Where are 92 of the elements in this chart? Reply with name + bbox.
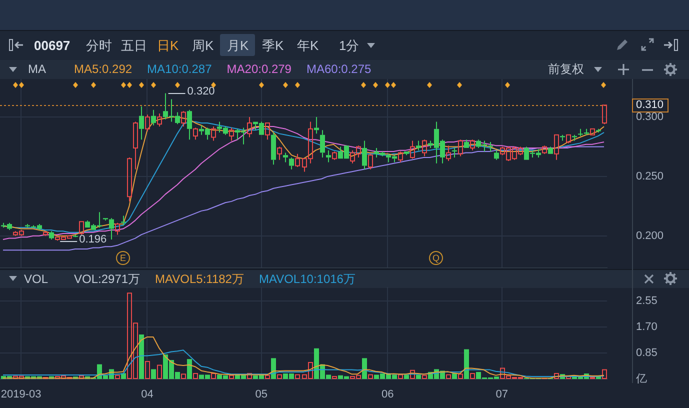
candlestick [247, 116, 252, 138]
annotation: 0.196 [79, 234, 107, 246]
bar [446, 374, 451, 379]
bar [410, 370, 415, 379]
bar [271, 358, 276, 379]
candlestick [283, 152, 288, 163]
letter-badge-icon: Q [429, 251, 443, 265]
y-tick-label: 1.70 [636, 320, 658, 333]
x-tick-label: 05 [255, 388, 268, 401]
bar [157, 364, 162, 379]
annotation: 0.320 [187, 86, 215, 98]
y-tick-label: 0.310 [636, 99, 664, 112]
candlestick [187, 109, 192, 140]
candlestick [464, 139, 469, 148]
text: 日K [157, 38, 179, 53]
text: 00697 [34, 38, 70, 53]
y-tick-label: 0.200 [636, 230, 664, 242]
candlestick [416, 140, 421, 151]
candlestick [151, 109, 156, 126]
bar [265, 374, 270, 379]
candlestick [320, 130, 325, 158]
x-tick-label: 06 [382, 388, 394, 401]
bar [145, 361, 150, 379]
candlestick [422, 139, 427, 157]
candlestick [326, 150, 331, 163]
bar [247, 372, 252, 379]
bar [452, 373, 457, 379]
bar [193, 372, 198, 379]
bar [554, 372, 559, 379]
y-tick-label: 亿 [635, 373, 647, 386]
legend-title: MA [28, 62, 46, 77]
bar [470, 372, 475, 379]
text: MA10:0.287 [147, 62, 212, 77]
bar [398, 374, 403, 379]
bar [332, 376, 337, 379]
text: MAVOL10:1016万 [258, 272, 356, 287]
candlestick [109, 218, 114, 240]
candlestick [289, 156, 294, 170]
text: 年K [297, 38, 319, 53]
legend-title: VOL [24, 272, 48, 287]
candlestick [49, 230, 54, 240]
text: 五日 [121, 38, 147, 53]
x-tick-label: 07 [496, 388, 508, 401]
candlestick [271, 132, 276, 166]
text: 月K [227, 38, 249, 53]
bar [139, 334, 144, 379]
bar [151, 369, 156, 379]
bar [368, 374, 373, 379]
bar [115, 374, 120, 379]
candlestick [121, 215, 126, 226]
bar [362, 358, 367, 379]
candlestick [554, 134, 559, 160]
bar [416, 374, 421, 379]
text: 分时 [86, 38, 112, 53]
candlestick [362, 140, 367, 170]
candlestick [133, 121, 138, 170]
bar [181, 374, 186, 379]
bar [464, 349, 469, 379]
letter-badge-icon: E [116, 251, 130, 265]
text: VOL:2971万 [74, 272, 140, 287]
y-tick-label: 0.85 [636, 346, 658, 359]
bar [602, 369, 607, 379]
bar [295, 374, 300, 379]
candlestick [494, 150, 499, 160]
candlestick [139, 106, 144, 140]
candlestick [229, 127, 234, 142]
text: MA60:0.275 [306, 62, 372, 77]
text: 周K [192, 38, 214, 53]
x-tick-label: 04 [141, 388, 154, 401]
text: 前复权 [548, 62, 584, 77]
bar [404, 374, 409, 379]
bar [458, 374, 463, 379]
bar [422, 374, 427, 379]
y-tick-label: 0.300 [636, 111, 664, 124]
bar [229, 374, 234, 379]
candlestick [314, 116, 319, 134]
x-tick-label: 2019-03 [0, 388, 42, 401]
y-tick-label: 2.55 [636, 294, 658, 307]
bar [277, 374, 282, 379]
candlestick [488, 142, 493, 152]
y-tick-label: 0.250 [636, 170, 664, 183]
text: 1分 [339, 38, 360, 53]
bar [79, 375, 84, 379]
bar [187, 359, 192, 379]
text: MAVOL5:1182万 [155, 272, 244, 287]
bar [566, 376, 571, 379]
text: 季K [262, 38, 284, 53]
text: MA5:0.292 [74, 62, 132, 77]
candlestick [211, 126, 216, 142]
candlestick [446, 145, 451, 162]
text: MA20:0.279 [226, 62, 292, 77]
bar [211, 372, 216, 379]
